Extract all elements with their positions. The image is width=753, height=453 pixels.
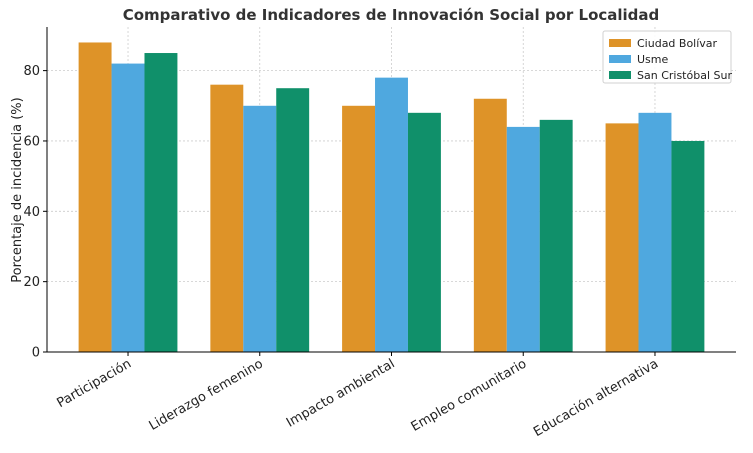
bar — [342, 105, 376, 353]
bars — [78, 42, 705, 353]
x-tick-label: Empleo comunitario — [409, 356, 530, 434]
legend-label: Ciudad Bolívar — [637, 37, 718, 50]
bar — [506, 126, 540, 352]
bar — [671, 140, 705, 352]
bar — [144, 53, 178, 352]
bar — [210, 84, 244, 352]
bar — [605, 123, 639, 353]
y-tick-label: 80 — [23, 64, 40, 79]
bar — [473, 98, 507, 352]
x-tick-label: Impacto ambiental — [284, 356, 398, 430]
bar — [243, 105, 277, 353]
bar — [276, 88, 310, 353]
x-tick-label: Educación alternativa — [531, 356, 661, 440]
bar — [638, 112, 672, 352]
legend-swatch — [609, 71, 631, 79]
bar — [407, 112, 441, 352]
chart-title: Comparativo de Indicadores de Innovación… — [123, 6, 660, 24]
x-tick-label: Participación — [54, 356, 134, 411]
legend-box — [602, 30, 732, 84]
y-tick-label: 20 — [23, 275, 40, 290]
legend-label: Usme — [637, 53, 668, 66]
bar — [375, 77, 408, 352]
bar — [539, 119, 573, 352]
y-tick-label: 0 — [32, 346, 40, 361]
x-tick-label: Liderazgo femenino — [147, 356, 266, 433]
y-axis-label: Porcentaje de incidencia (%) — [10, 97, 25, 282]
legend-swatch — [609, 55, 631, 63]
bar — [78, 42, 112, 352]
legend-swatch — [609, 39, 631, 47]
legend: Ciudad Bolívar Usme San Cristóbal Sur — [602, 30, 732, 84]
legend-label: San Cristóbal Sur — [637, 69, 732, 82]
y-tick-label: 60 — [23, 134, 40, 149]
y-tick-label: 40 — [23, 205, 40, 220]
bar — [111, 63, 145, 353]
